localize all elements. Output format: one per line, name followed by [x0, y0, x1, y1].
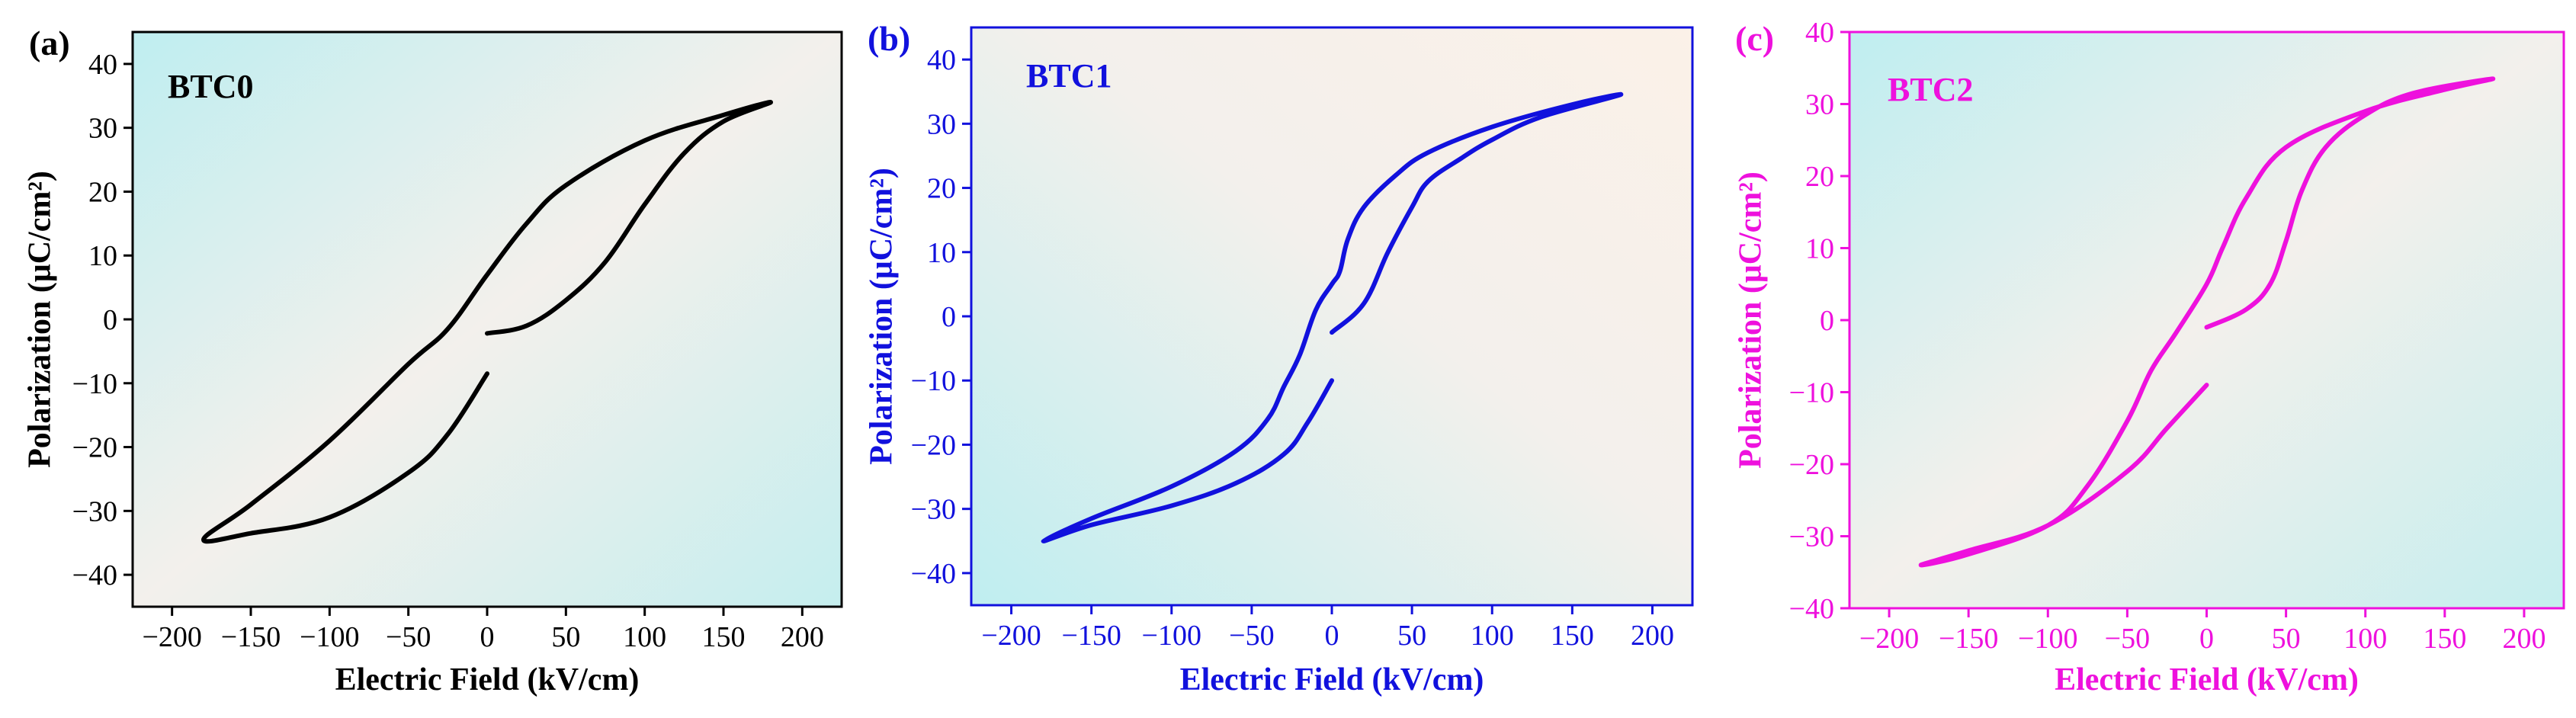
x-tick-label: −200 — [1859, 623, 1919, 655]
y-tick-label: 30 — [927, 108, 956, 140]
x-tick-label: −200 — [142, 621, 201, 653]
plot-background — [133, 32, 842, 607]
x-tick-label: 50 — [551, 621, 580, 653]
y-tick-label: 0 — [942, 301, 956, 333]
x-tick-label: −100 — [1142, 620, 1201, 652]
y-tick-label: −40 — [1789, 593, 1834, 625]
y-tick-label: 40 — [927, 44, 956, 76]
y-tick-label: 40 — [1805, 17, 1834, 49]
sample-label: BTC0 — [168, 68, 253, 105]
x-tick-label: 50 — [1397, 620, 1426, 652]
panel-b: −200 −150 −100 −50 0 50 100 150 200 −40 −30 −20 −10 0… — [854, 0, 1708, 718]
x-tick-label: 150 — [702, 621, 746, 653]
panel-a: −200 −150 −100 −50 0 50 100 150 200 −40 −30 −20 −10 0… — [0, 0, 854, 718]
y-tick-label: 0 — [103, 304, 117, 336]
plot-background — [1849, 32, 2564, 608]
x-axis-label: Electric Field (kV/cm) — [335, 662, 640, 697]
x-tick-label: −50 — [1229, 620, 1274, 652]
y-tick-label: 10 — [88, 240, 117, 272]
y-tick-label: 10 — [927, 237, 956, 269]
x-tick-label: −50 — [2105, 623, 2150, 655]
x-tick-label: 0 — [2199, 623, 2214, 655]
y-tick-label: −20 — [1789, 449, 1834, 481]
chart-c-svg: −200 −150 −100 −50 0 50 100 150 200−40−30−20−100… — [1734, 17, 2565, 697]
y-tick-label: 20 — [88, 176, 117, 208]
x-axis-label: Electric Field (kV/cm) — [1180, 662, 1484, 697]
x-tick-label: 100 — [623, 621, 666, 653]
x-tick-label: 50 — [2272, 623, 2301, 655]
y-axis-label: Polarization (μC/cm²) — [23, 171, 58, 468]
y-tick-label: −10 — [911, 365, 956, 397]
hysteresis-loop-line — [1918, 76, 2496, 568]
hysteresis-loop-line — [201, 100, 773, 544]
y-tick-label: −20 — [72, 432, 117, 464]
y-axis-label: Polarization (μC/cm²) — [1734, 171, 1769, 469]
x-tick-label: −150 — [221, 621, 281, 653]
x-tick-label: −150 — [1939, 623, 1998, 655]
chart-a-svg: −200 −150 −100 −50 0 50 100 150 200−40−30−20−100… — [23, 24, 843, 697]
y-tick-label: 10 — [1805, 233, 1834, 265]
x-tick-label: 100 — [2343, 623, 2387, 655]
plot-background — [971, 27, 1692, 605]
y-tick-label: −30 — [1789, 521, 1834, 553]
x-tick-label: 150 — [1551, 620, 1594, 652]
y-axis-label: Polarization (μC/cm²) — [865, 168, 900, 465]
y-tick-label: 40 — [88, 49, 117, 81]
y-tick-label: −20 — [911, 429, 956, 461]
y-tick-label: −10 — [1789, 377, 1834, 409]
panel-letter: (a) — [29, 24, 70, 63]
x-tick-label: 200 — [1631, 620, 1674, 652]
panel-letter: (b) — [868, 19, 910, 58]
y-tick-label: 20 — [1805, 161, 1834, 193]
x-tick-label: −100 — [300, 621, 359, 653]
x-tick-label: 200 — [2502, 623, 2546, 655]
y-tick-label: −40 — [911, 558, 956, 590]
x-tick-label: 100 — [1471, 620, 1514, 652]
y-tick-label: 30 — [1805, 89, 1834, 121]
x-tick-label: −150 — [1061, 620, 1121, 652]
chart-b-svg: −200 −150 −100 −50 0 50 100 150 200−40−30−20−100… — [865, 19, 1694, 697]
sample-label: BTC1 — [1026, 57, 1112, 95]
x-tick-label: 150 — [2423, 623, 2466, 655]
y-tick-label: −40 — [72, 559, 117, 591]
x-tick-label: 0 — [1325, 620, 1339, 652]
x-tick-label: −50 — [386, 621, 431, 653]
y-tick-label: −30 — [72, 495, 117, 527]
x-tick-label: 200 — [781, 621, 824, 653]
y-tick-label: −30 — [911, 494, 956, 526]
x-tick-label: −100 — [2018, 623, 2077, 655]
x-axis-label: Electric Field (kV/cm) — [2055, 662, 2359, 697]
sample-label: BTC2 — [1888, 71, 1973, 108]
y-tick-label: 20 — [927, 173, 956, 205]
panel-letter: (c) — [1735, 19, 1774, 58]
x-tick-label: −200 — [981, 620, 1041, 652]
panel-c: −200 −150 −100 −50 0 50 100 150 200 −40 −30 −20 −10 0… — [1708, 0, 2576, 718]
y-tick-label: 30 — [88, 113, 117, 145]
y-tick-label: −10 — [72, 368, 117, 400]
x-tick-label: 0 — [480, 621, 495, 653]
hysteresis-loop-line — [1041, 91, 1624, 543]
y-tick-label: 0 — [1820, 305, 1834, 337]
